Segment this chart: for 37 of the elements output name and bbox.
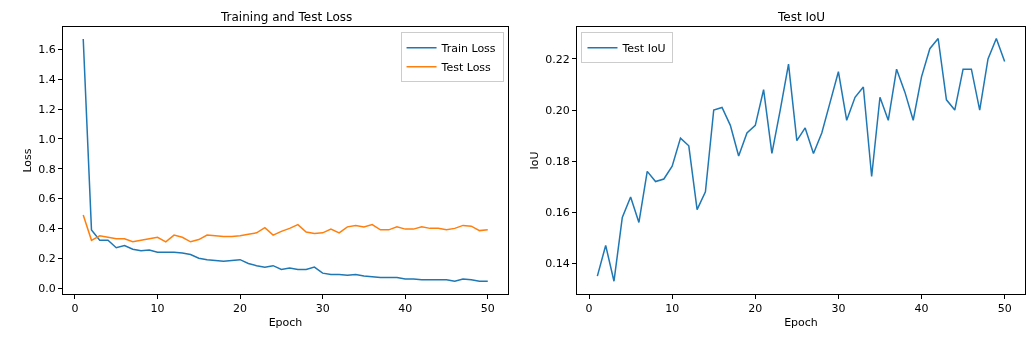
chart-title: Test IoU — [777, 10, 826, 24]
y-tick-label: 0.16 — [545, 206, 570, 220]
x-tick-label: 20 — [233, 302, 248, 316]
x-tick-label: 30 — [831, 302, 846, 316]
line-series — [596, 37, 1006, 282]
x-tick-label: 20 — [748, 302, 763, 316]
x-tick-label: 30 — [315, 302, 330, 316]
x-tick-label: 10 — [665, 302, 680, 316]
y-tick-label: 0.20 — [545, 103, 570, 117]
y-axis-title: IoU — [527, 151, 541, 170]
y-tick-label: 0.6 — [38, 192, 56, 206]
x-tick-label: 0 — [71, 302, 79, 316]
y-axis-title: Loss — [20, 148, 34, 173]
y-tick-label: 0.0 — [38, 281, 56, 295]
line-series — [82, 214, 489, 243]
y-tick-label: 0.8 — [38, 162, 56, 176]
x-axis-title: Epoch — [784, 316, 818, 330]
y-tick-label: 0.18 — [545, 154, 570, 168]
x-tick-label: 40 — [914, 302, 929, 316]
y-tick-label: 0.14 — [545, 257, 570, 271]
y-tick-label: 0.2 — [38, 252, 56, 266]
y-tick-label: 1.2 — [38, 102, 56, 116]
y-tick-label: 1.0 — [38, 132, 56, 146]
x-tick-label: 40 — [398, 302, 413, 316]
x-tick-label: 0 — [585, 302, 593, 316]
legend-label: Test Loss — [440, 61, 492, 75]
y-tick-label: 0.4 — [38, 222, 56, 236]
legend-label: Test IoU — [621, 42, 666, 56]
x-tick-label: 10 — [150, 302, 165, 316]
y-tick-label: 1.6 — [38, 43, 56, 57]
x-axis-title: Epoch — [268, 316, 303, 330]
y-tick-label: 0.22 — [545, 52, 570, 66]
y-tick-label: 1.4 — [38, 73, 56, 87]
x-tick-label: 50 — [480, 302, 495, 316]
legend-label: Train Loss — [440, 42, 496, 56]
x-tick-label: 50 — [997, 302, 1012, 316]
chart-title: Training and Test Loss — [220, 10, 353, 24]
